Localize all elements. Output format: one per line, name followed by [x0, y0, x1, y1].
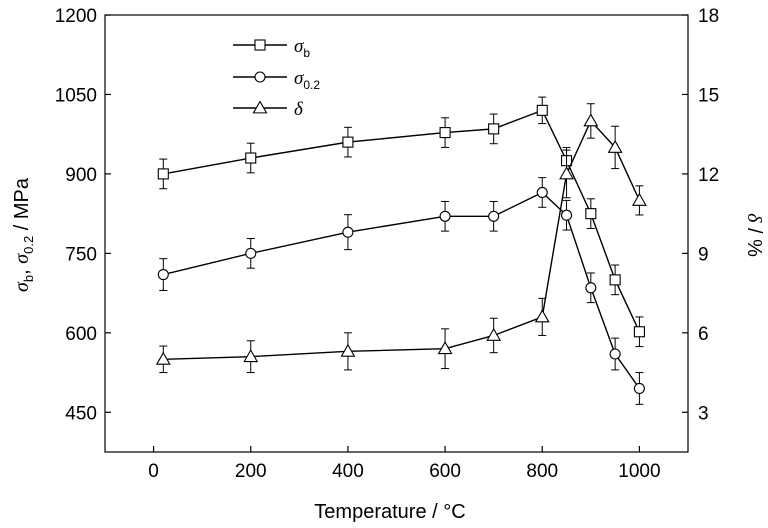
legend: σb σ0.2 δ: [233, 36, 320, 120]
data-point-circle: [157, 269, 169, 281]
series-layer: [155, 96, 647, 405]
left-axis-title-sub1: b: [21, 275, 36, 282]
x-axis: 0 200 400 600 800 1000: [148, 446, 661, 482]
left-y-tick-label: 750: [65, 244, 97, 265]
plot-frame: [104, 14, 689, 453]
right-axis-title-sym: δ: [743, 213, 765, 223]
data-point-triangle: [607, 139, 623, 153]
legend-item-square: σb: [233, 36, 310, 60]
data-point-square: [488, 123, 500, 135]
x-tick-label: 1000: [618, 461, 660, 482]
series-line: [163, 119, 641, 361]
right-y-tick-label: 12: [698, 165, 719, 186]
data-point-triangle: [243, 349, 259, 363]
data-point-triangle: [631, 192, 647, 206]
legend-item-triangle: δ: [233, 99, 304, 120]
left-axis-title: σb, σ0.2 / MPa: [11, 177, 36, 292]
right-axis-title: δ / %: [743, 213, 765, 257]
right-y-tick-label: 3: [698, 403, 709, 424]
data-point-triangle: [559, 166, 574, 180]
right-y-axis: 3 6 9 12 15 18: [682, 6, 719, 424]
data-point-square: [439, 127, 451, 139]
data-point-square: [157, 168, 169, 180]
data-point-square: [585, 208, 597, 220]
data-point-square: [609, 274, 621, 286]
data-point-square: [536, 104, 548, 116]
data-point-circle: [439, 210, 451, 222]
data-point-circle: [633, 382, 645, 394]
data-point-circle: [488, 210, 500, 222]
right-y-tick-label: 15: [698, 85, 719, 106]
data-point-triangle: [437, 341, 453, 355]
data-point-triangle: [340, 343, 356, 357]
legend-marker-triangle: [252, 100, 268, 114]
series-line: [163, 191, 640, 389]
legend-item-circle: σ0.2: [233, 68, 320, 92]
data-point-circle: [560, 209, 573, 221]
series-square: [157, 96, 645, 348]
left-y-tick-label: 600: [65, 324, 97, 345]
legend-label: σ0.2: [294, 68, 320, 92]
right-y-tick-label: 9: [698, 244, 709, 265]
data-point-square: [245, 152, 257, 164]
left-y-tick-label: 900: [65, 165, 97, 186]
left-axis-title-sym2: σ: [11, 253, 33, 264]
legend-label: δ: [294, 99, 304, 120]
x-tick-label: 200: [235, 461, 267, 482]
data-point-circle: [609, 348, 621, 360]
data-point-square: [633, 326, 645, 338]
data-point-triangle: [583, 113, 599, 127]
x-tick-label: 400: [332, 461, 364, 482]
series-triangle: [155, 103, 647, 374]
series-line: [163, 109, 641, 333]
left-y-tick-label: 450: [65, 403, 97, 424]
left-y-axis: 450 600 750 900 1050 1200: [55, 6, 111, 424]
data-point-square: [342, 136, 354, 148]
right-axis-title-unit: / %: [743, 222, 765, 257]
data-point-circle: [536, 186, 548, 198]
data-point-triangle: [534, 309, 550, 323]
right-y-tick-label: 6: [698, 324, 709, 345]
left-y-tick-label: 1050: [55, 85, 97, 106]
data-point-triangle: [486, 327, 502, 341]
data-point-circle: [585, 282, 597, 294]
x-axis-title: Temperature / °C: [314, 501, 465, 523]
data-point-circle: [245, 247, 257, 259]
left-axis-title-sym1: σ: [11, 281, 33, 292]
right-y-tick-label: 18: [698, 6, 719, 27]
left-axis-title-sub2: 0.2: [21, 236, 36, 254]
data-point-triangle: [155, 351, 171, 365]
x-tick-label: 0: [148, 461, 159, 482]
left-axis-title-unit: / MPa: [11, 177, 33, 236]
data-point-circle: [342, 226, 354, 238]
series-circle: [157, 177, 645, 405]
legend-marker-circle: [254, 71, 266, 83]
left-axis-title-sep: ,: [11, 264, 33, 275]
legend-label: σb: [294, 36, 310, 60]
x-tick-label: 800: [526, 461, 558, 482]
x-tick-label: 600: [429, 461, 461, 482]
left-y-tick-label: 1200: [55, 6, 97, 27]
legend-marker-square: [254, 39, 266, 51]
